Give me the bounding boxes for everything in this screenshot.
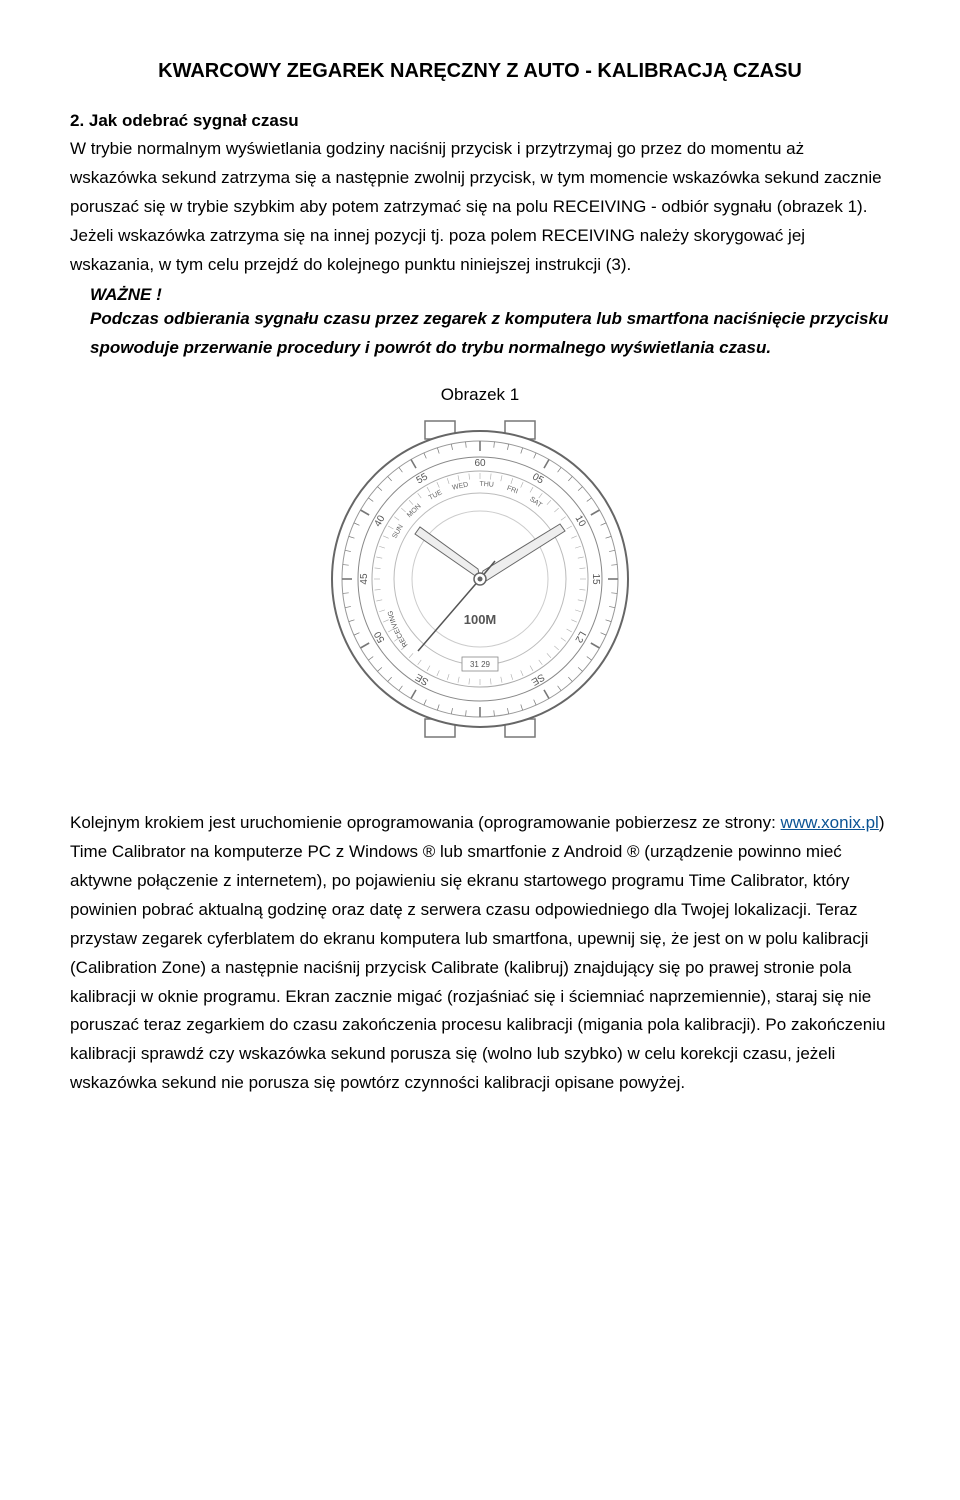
important-text: Podczas odbierania sygnału czasu przez z… bbox=[70, 305, 890, 363]
svg-text:15: 15 bbox=[590, 574, 601, 586]
section-heading: 2. Jak odebrać sygnał czasu bbox=[70, 111, 890, 131]
paragraph-2: Kolejnym krokiem jest uruchomienie oprog… bbox=[70, 809, 890, 1098]
watch-diagram: 60051015L2SESE40455055 SUNMONTUEWEDTHUFR… bbox=[320, 419, 640, 739]
depth-label: 100M bbox=[464, 612, 497, 627]
paragraph-2-pre: Kolejnym krokiem jest uruchomienie oprog… bbox=[70, 813, 781, 832]
xonix-link[interactable]: www.xonix.pl bbox=[781, 813, 879, 832]
paragraph-1: W trybie normalnym wyświetlania godziny … bbox=[70, 135, 890, 279]
paragraph-2-post: ) Time Calibrator na komputerze PC z Win… bbox=[70, 813, 885, 1092]
page-title: KWARCOWY ZEGAREK NARĘCZNY Z AUTO - KALIB… bbox=[70, 60, 890, 83]
figure-caption: Obrazek 1 bbox=[70, 385, 890, 405]
important-label: WAŻNE ! bbox=[70, 285, 890, 305]
watch-figure: 60051015L2SESE40455055 SUNMONTUEWEDTHUFR… bbox=[70, 419, 890, 739]
svg-text:60: 60 bbox=[474, 458, 486, 469]
svg-text:45: 45 bbox=[359, 573, 370, 585]
date-window: 31 29 bbox=[470, 660, 491, 669]
svg-text:THU: THU bbox=[479, 481, 494, 489]
